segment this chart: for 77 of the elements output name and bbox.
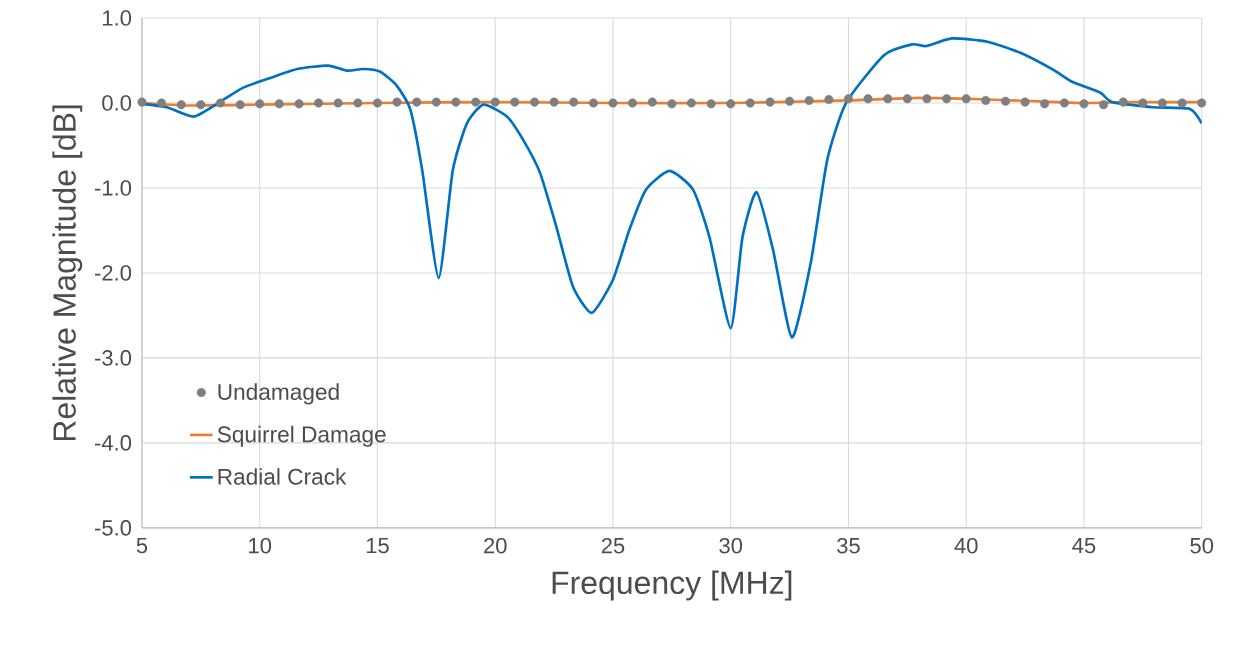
point <box>686 98 696 108</box>
point <box>843 94 853 104</box>
y-tick-label: -4.0 <box>95 435 132 451</box>
point <box>412 97 422 107</box>
point <box>255 99 265 109</box>
point <box>804 95 814 105</box>
point <box>451 97 461 107</box>
point <box>627 98 638 108</box>
point <box>137 97 147 107</box>
point <box>588 98 598 108</box>
x-tick-label: 25 <box>601 537 625 554</box>
point <box>667 99 677 109</box>
point <box>1138 98 1148 108</box>
legend-label: Undamaged <box>218 383 339 405</box>
point <box>942 94 952 104</box>
point <box>353 98 363 108</box>
point <box>490 97 500 107</box>
x-tick-label: 40 <box>954 537 978 554</box>
point <box>274 99 284 109</box>
point <box>1177 98 1187 108</box>
point <box>608 98 618 108</box>
point <box>235 100 245 110</box>
point <box>863 94 873 104</box>
point <box>392 97 402 107</box>
x-tick-label: 30 <box>719 537 743 554</box>
point <box>883 94 893 104</box>
point <box>922 94 932 104</box>
point <box>176 100 186 110</box>
x-tick-label: 5 <box>136 537 148 554</box>
point <box>706 99 716 109</box>
point <box>785 96 795 106</box>
x-axis-title: Frequency [MHz] <box>552 570 792 601</box>
y-axis-title: Relative Magnitude [dB] <box>52 105 83 441</box>
point <box>1040 99 1050 109</box>
point <box>1000 96 1011 106</box>
x-tick-label: 45 <box>1072 537 1096 554</box>
legend-label: Squirrel Damage <box>217 425 386 447</box>
y-tick-label: -3.0 <box>95 350 132 366</box>
point <box>471 97 481 107</box>
x-tick-label: 50 <box>1190 537 1214 554</box>
x-tick-label: 35 <box>837 537 860 554</box>
y-tick-label: 0.0 <box>102 95 132 111</box>
point <box>156 98 167 108</box>
x-tick-label: 15 <box>366 537 389 554</box>
y-tick-label: -2.0 <box>95 265 132 281</box>
point <box>1197 98 1207 108</box>
point <box>1118 97 1128 107</box>
point <box>1098 100 1109 110</box>
point <box>530 97 540 107</box>
x-tick-label: 20 <box>484 537 507 554</box>
y-tick-label: 1.0 <box>103 10 132 26</box>
point <box>981 95 991 105</box>
x-tick-label: 10 <box>249 537 272 554</box>
point <box>745 98 755 108</box>
point <box>961 94 971 104</box>
point <box>765 97 775 107</box>
legend-label: Radial Crack <box>218 468 347 485</box>
point <box>569 97 579 107</box>
point <box>196 100 206 110</box>
point <box>431 97 441 107</box>
point <box>824 94 834 105</box>
point <box>1059 98 1069 108</box>
point <box>549 97 559 107</box>
point <box>372 98 382 108</box>
point <box>902 94 912 104</box>
point <box>215 98 225 108</box>
point <box>333 98 343 108</box>
point <box>510 97 520 107</box>
y-tick-label: -1.0 <box>95 180 132 196</box>
point <box>314 98 324 108</box>
point <box>1079 99 1089 109</box>
y-tick-label: -5.0 <box>95 519 132 536</box>
point <box>294 99 304 109</box>
point <box>1157 98 1167 108</box>
point <box>1020 97 1030 107</box>
point <box>726 99 736 109</box>
point <box>647 97 657 107</box>
